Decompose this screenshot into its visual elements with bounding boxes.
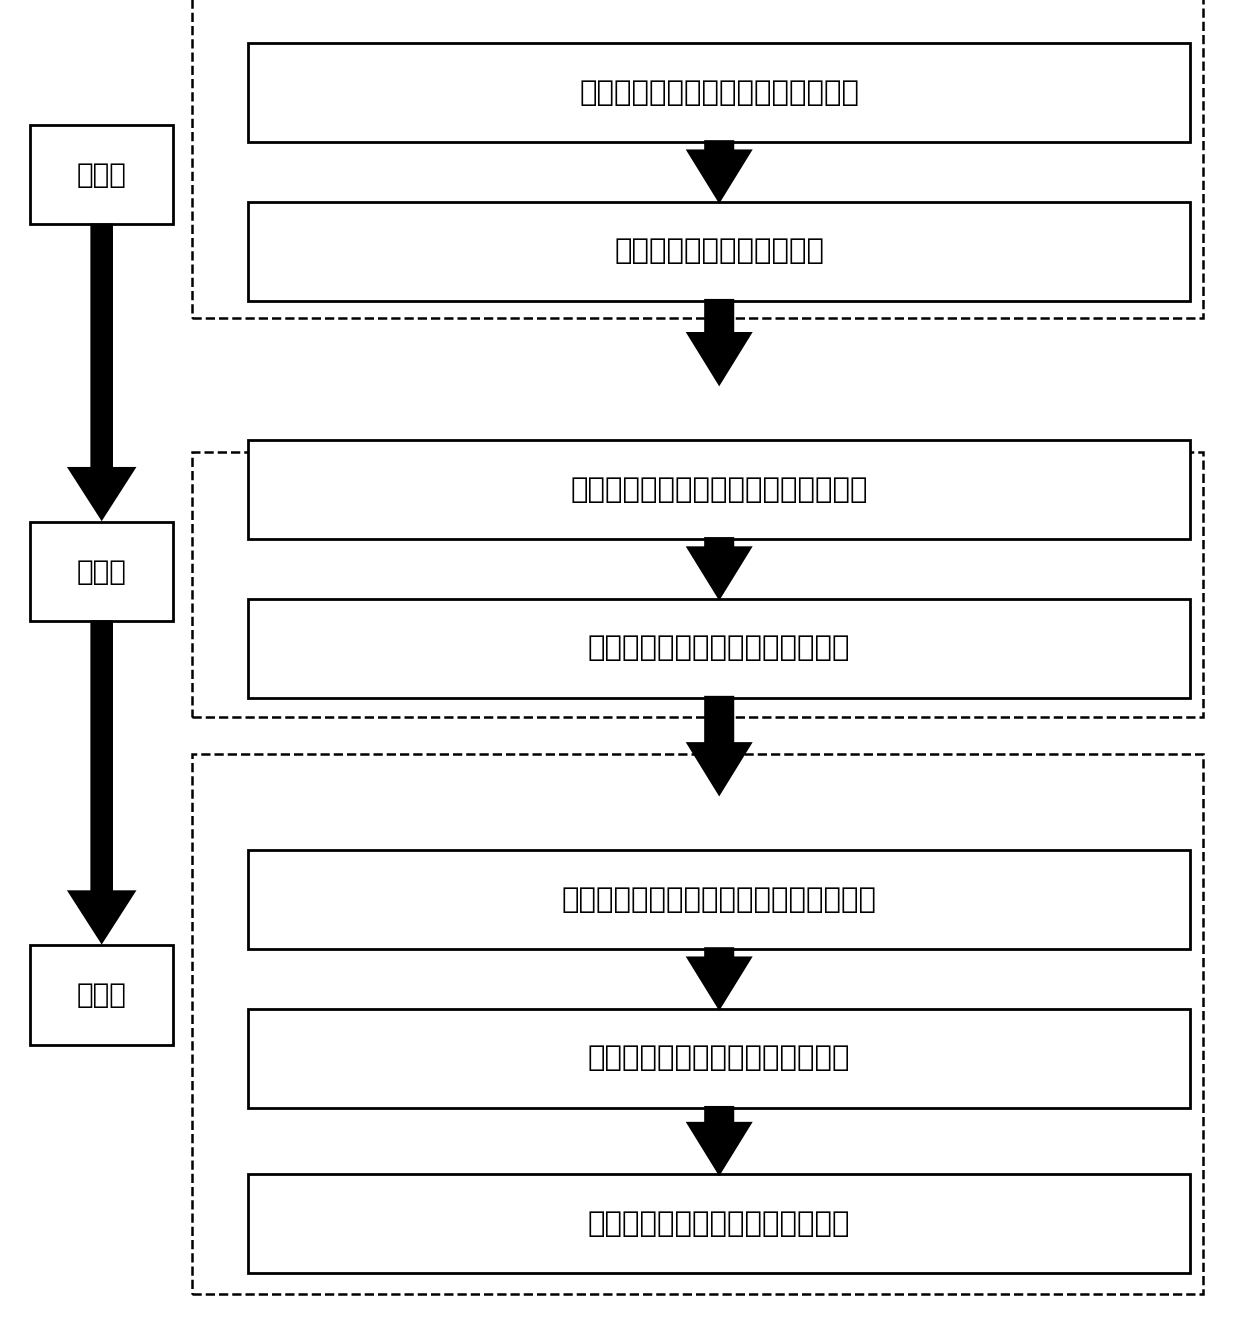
Text: 摆线轮设计齿廓逆向主动修形优化: 摆线轮设计齿廓逆向主动修形优化 [588,1044,851,1073]
Bar [248,201,1190,300]
Bar [248,42,1190,142]
Text: 传统的摆线轮移距、等距和转角修形: 传统的摆线轮移距、等距和转角修形 [579,78,859,107]
Text: 最符合工程实际的摆线轮设计齿廓: 最符合工程实际的摆线轮设计齿廓 [588,1209,851,1238]
Polygon shape [688,538,750,598]
Bar [30,945,174,1045]
Text: 步骤二: 步骤二 [77,557,126,586]
Polygon shape [69,622,134,942]
Text: 步骤三: 步骤三 [77,980,126,1009]
Text: 摆线轮的初始理论设计齿廓: 摆线轮的初始理论设计齿廓 [614,237,825,266]
Polygon shape [69,225,134,519]
Polygon shape [688,949,750,1008]
Text: 预控实际工程的传动误差量和回程误差量: 预控实际工程的传动误差量和回程误差量 [562,885,877,914]
Polygon shape [688,300,750,384]
Bar [248,439,1190,540]
Polygon shape [688,697,750,794]
Polygon shape [688,1107,750,1174]
Bar [30,523,174,622]
Text: 摆线针轮副的传动误差和回程误差: 摆线针轮副的传动误差和回程误差 [588,634,851,663]
Bar [248,1175,1190,1273]
Bar [248,1008,1190,1109]
Bar [248,849,1190,950]
Text: 步骤一: 步骤一 [77,160,126,189]
Bar [192,452,1203,717]
Bar [30,126,174,224]
Polygon shape [688,142,750,201]
Bar [248,598,1190,697]
Bar [192,754,1203,1294]
Bar [192,0,1203,318]
Text: 修形摆线轮和未修形针轮啮合特性分析: 修形摆线轮和未修形针轮啮合特性分析 [570,475,868,504]
